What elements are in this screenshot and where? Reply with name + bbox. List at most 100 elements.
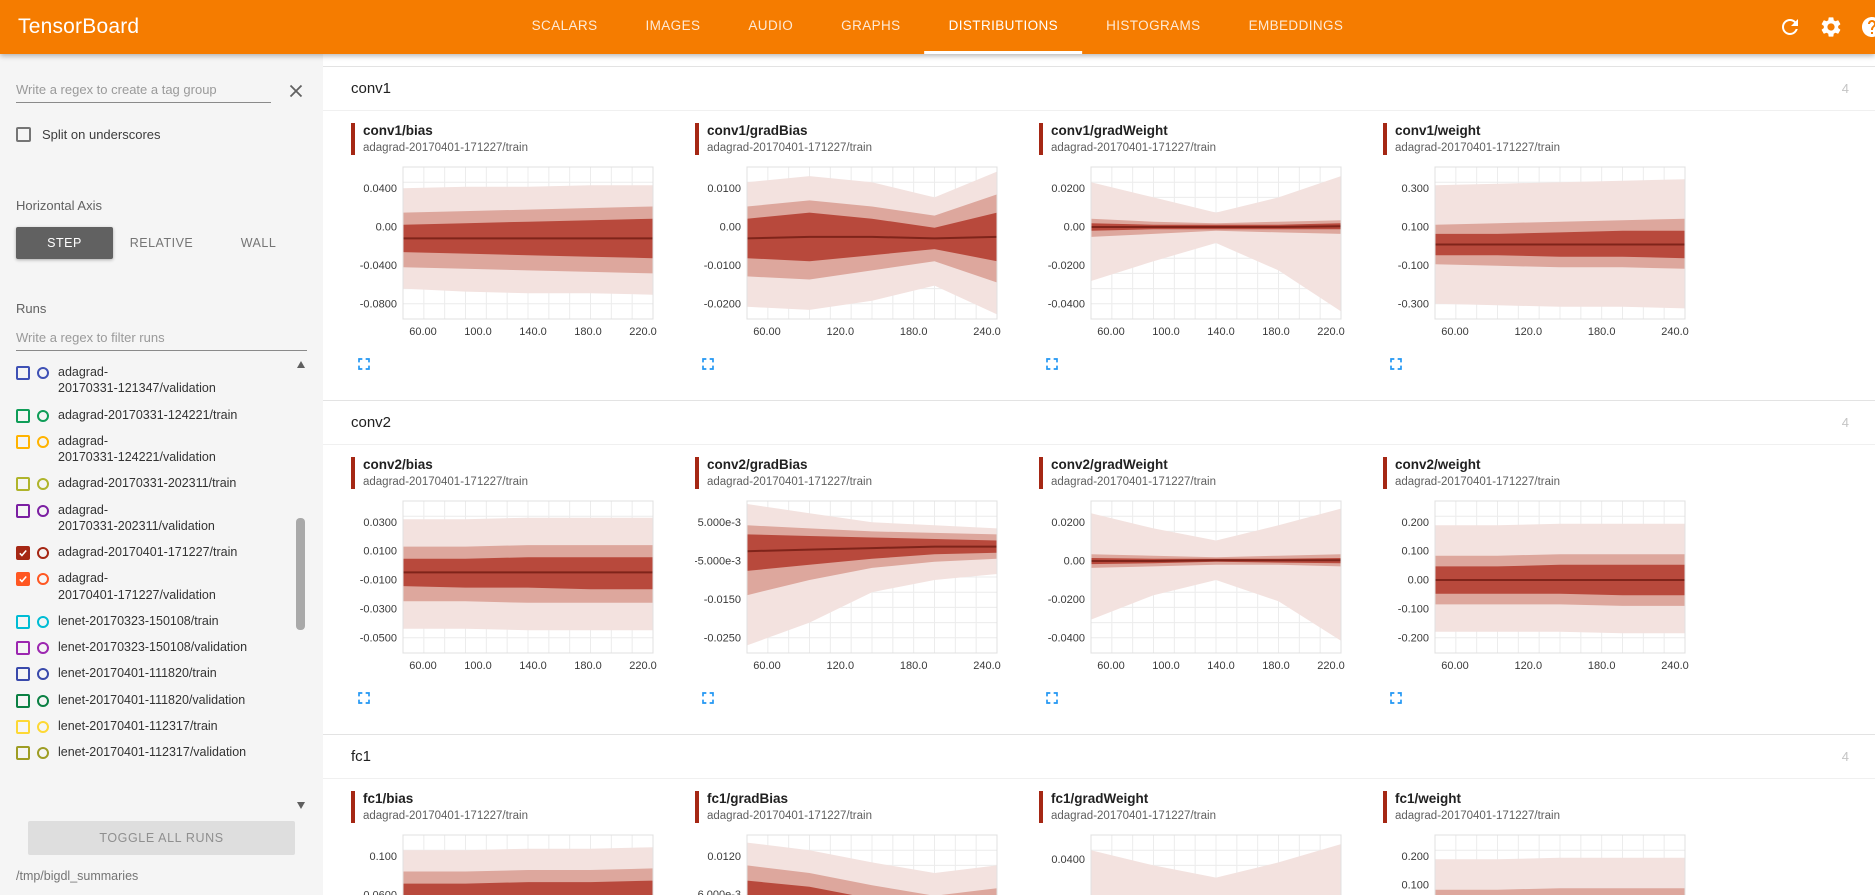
chart-title: conv2/bias xyxy=(363,457,433,472)
run-isolator-radio[interactable] xyxy=(37,435,49,448)
scrollbar-thumb[interactable] xyxy=(296,517,305,630)
run-filter-input[interactable] xyxy=(16,326,307,351)
chart-card-header: conv1/gradBias adagrad-20170401-171227/tr… xyxy=(695,123,1025,155)
run-checkbox[interactable] xyxy=(16,746,30,760)
run-row[interactable]: lenet-20170401-112317/validation xyxy=(16,739,291,765)
run-row[interactable]: lenet-20170401-112317/train xyxy=(16,713,291,739)
run-isolator-radio[interactable] xyxy=(37,573,49,586)
svg-text:-0.100: -0.100 xyxy=(1398,603,1429,615)
split-underscores-row[interactable]: Split on underscores xyxy=(16,127,307,142)
run-isolator-radio[interactable] xyxy=(37,615,49,628)
card-row: fc1/bias adagrad-20170401-171227/train 0.1… xyxy=(323,779,1875,895)
expand-chart-button[interactable] xyxy=(697,688,719,710)
run-row[interactable]: lenet-20170401-111820/validation xyxy=(16,687,291,713)
scroll-up-arrow[interactable] xyxy=(297,361,305,368)
svg-text:180.0: 180.0 xyxy=(1588,660,1616,672)
chart-card-header: conv1/gradWeight adagrad-20170401-171227/… xyxy=(1039,123,1369,155)
run-isolator-radio[interactable] xyxy=(37,409,49,422)
run-row[interactable]: adagrad- 20170331-121347/validation xyxy=(16,359,291,402)
chart-card-titles: fc1/gradBias adagrad-20170401-171227/trai… xyxy=(707,791,872,823)
distribution-chart: 0.0400 0.00 -0.0400 -0.0800 60.00 100.0 140.0 1… xyxy=(351,161,681,350)
run-checkbox[interactable] xyxy=(16,503,30,518)
split-underscores-checkbox[interactable] xyxy=(16,127,31,142)
expand-chart-button[interactable] xyxy=(1385,354,1407,376)
section-header-conv2[interactable]: conv2 4 xyxy=(323,401,1875,445)
run-isolator-radio[interactable] xyxy=(37,720,49,733)
tab-audio[interactable]: AUDIO xyxy=(748,18,794,33)
chart-card: fc1/bias adagrad-20170401-171227/train 0.1… xyxy=(351,791,681,895)
expand-chart-button[interactable] xyxy=(697,354,719,376)
tab-histograms[interactable]: HISTOGRAMS xyxy=(1106,18,1201,33)
run-isolator-radio[interactable] xyxy=(37,668,49,681)
refresh-icon[interactable] xyxy=(1778,15,1802,39)
run-isolator-radio[interactable] xyxy=(37,694,49,707)
tag-filter-input[interactable] xyxy=(16,78,271,103)
log-directory-path: /tmp/bigdl_summaries xyxy=(16,869,139,883)
chart-card-header: conv2/weight adagrad-20170401-171227/trai… xyxy=(1383,457,1713,489)
fullscreen-icon xyxy=(1390,692,1402,704)
axis-button-wall[interactable]: WALL xyxy=(240,236,277,250)
help-icon[interactable] xyxy=(1860,15,1875,39)
expand-chart-button[interactable] xyxy=(1385,688,1407,710)
run-checkbox[interactable] xyxy=(16,477,30,492)
scroll-down-arrow[interactable] xyxy=(297,802,305,809)
run-checkbox[interactable] xyxy=(16,408,30,423)
expand-chart-button[interactable] xyxy=(353,688,375,710)
expand-chart-button[interactable] xyxy=(1041,354,1063,376)
run-checkbox[interactable] xyxy=(16,641,30,655)
svg-text:-0.300: -0.300 xyxy=(1398,298,1429,310)
run-row[interactable]: lenet-20170323-150108/train xyxy=(16,608,291,634)
svg-text:100.0: 100.0 xyxy=(464,660,492,672)
run-checkbox[interactable] xyxy=(16,719,30,734)
run-checkbox[interactable] xyxy=(16,546,30,560)
run-row[interactable]: adagrad-20170331-202311/train xyxy=(16,470,291,496)
run-isolator-radio[interactable] xyxy=(37,547,49,559)
close-icon[interactable] xyxy=(285,80,307,102)
header-actions xyxy=(1778,15,1875,39)
axis-button-step[interactable]: STEP xyxy=(16,227,113,259)
run-checkbox[interactable] xyxy=(16,572,30,587)
run-row[interactable]: adagrad-20170331-124221/train xyxy=(16,402,291,428)
chart-run-subtitle: adagrad-20170401-171227/train xyxy=(1051,142,1216,155)
run-row[interactable]: lenet-20170401-111820/train xyxy=(16,660,291,686)
distribution-plot: 5.000e-3 -5.000e-3 -0.0150 -0.0250 60.00 120.… xyxy=(694,500,1001,672)
run-row[interactable]: adagrad- 20170331-202311/validation xyxy=(16,497,291,540)
run-checkbox[interactable] xyxy=(16,434,30,449)
run-checkbox[interactable] xyxy=(16,667,30,682)
tab-scalars[interactable]: SCALARS xyxy=(531,18,598,33)
tab-distributions[interactable]: DISTRIBUTIONS xyxy=(924,0,1083,54)
run-checkbox[interactable] xyxy=(16,693,30,708)
run-row[interactable]: adagrad- 20170401-171227/validation xyxy=(16,565,291,608)
run-isolator-radio[interactable] xyxy=(37,504,49,517)
run-isolator-radio[interactable] xyxy=(37,367,49,379)
run-checkbox[interactable] xyxy=(16,366,30,380)
svg-text:0.0100: 0.0100 xyxy=(363,546,397,558)
run-isolator-radio[interactable] xyxy=(37,747,49,759)
chart-run-subtitle: adagrad-20170401-171227/train xyxy=(1051,810,1216,823)
svg-text:0.00: 0.00 xyxy=(1064,221,1085,233)
svg-text:240.0: 240.0 xyxy=(973,326,1001,338)
svg-text:60.00: 60.00 xyxy=(409,660,437,672)
run-checkbox[interactable] xyxy=(16,614,30,629)
tab-embeddings[interactable]: EMBEDDINGS xyxy=(1248,18,1344,33)
distribution-chart: 5.000e-3 -5.000e-3 -0.0150 -0.0250 60.00 120.… xyxy=(694,495,1025,684)
chart-card-header: conv2/gradBias adagrad-20170401-171227/tr… xyxy=(695,457,1025,489)
svg-text:-0.0500: -0.0500 xyxy=(360,632,397,644)
svg-text:120.0: 120.0 xyxy=(827,660,855,672)
run-row[interactable]: lenet-20170323-150108/validation xyxy=(16,634,291,660)
run-row[interactable]: adagrad-20170401-171227/train xyxy=(16,539,291,565)
run-isolator-radio[interactable] xyxy=(37,478,49,491)
tab-graphs[interactable]: GRAPHS xyxy=(841,18,901,33)
run-isolator-radio[interactable] xyxy=(37,642,49,654)
settings-gear-icon[interactable] xyxy=(1819,15,1843,39)
run-row[interactable]: adagrad- 20170331-124221/validation xyxy=(16,428,291,471)
tab-images[interactable]: IMAGES xyxy=(645,18,701,33)
section-header-fc1[interactable]: fc1 4 xyxy=(323,735,1875,779)
chart-run-subtitle: adagrad-20170401-171227/train xyxy=(707,810,872,823)
toggle-all-runs-button[interactable]: TOGGLE ALL RUNS xyxy=(27,821,296,855)
expand-chart-button[interactable] xyxy=(353,354,375,376)
expand-chart-button[interactable] xyxy=(1041,688,1063,710)
section-header-conv1[interactable]: conv1 4 xyxy=(323,67,1875,111)
chart-title: conv1/gradBias xyxy=(707,123,808,138)
axis-button-relative[interactable]: RELATIVE xyxy=(129,236,194,250)
